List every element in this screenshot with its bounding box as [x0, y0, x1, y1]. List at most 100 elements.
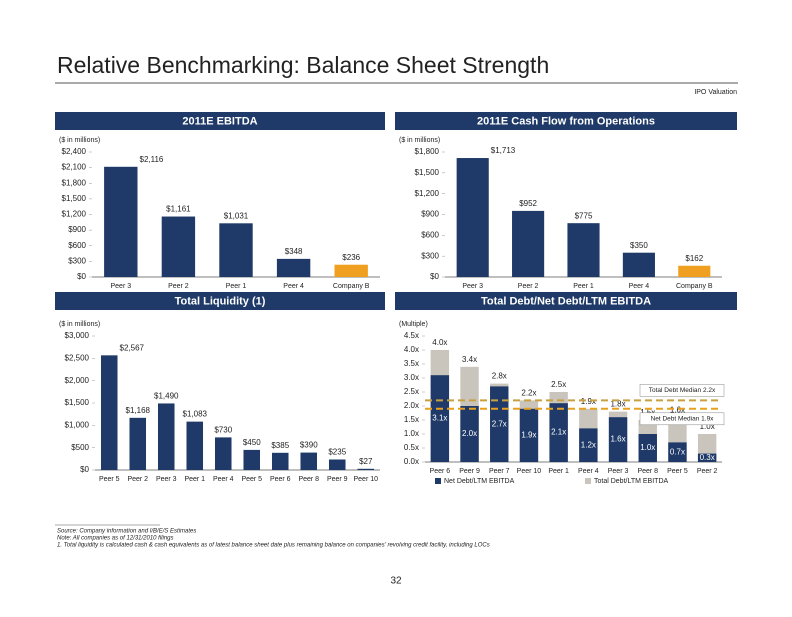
bar: [622, 252, 655, 277]
x-tick-label: Peer 8: [637, 468, 658, 475]
legend-swatch: [585, 478, 591, 484]
unit-label: ($ in millions): [59, 321, 100, 328]
x-tick-label: Peer 7: [489, 468, 510, 475]
x-tick-label: Peer 4: [283, 283, 304, 290]
value-label: 1.0x: [700, 422, 715, 431]
bar: [668, 442, 687, 462]
legend-swatch: [435, 478, 441, 484]
median-label-box: [639, 412, 725, 426]
y-tick-label: $0: [80, 465, 89, 474]
y-tick-label: $1,800: [62, 178, 87, 187]
median-label: Total Debt Median 2.2x: [649, 387, 716, 394]
x-tick-label: Peer 3: [462, 283, 483, 290]
value-label: 0.3x: [700, 453, 715, 462]
value-label: $236: [342, 253, 360, 262]
y-tick-label: $1,500: [415, 168, 440, 177]
value-label: 1.9x: [581, 397, 596, 406]
x-tick-label: Peer 2: [518, 283, 539, 290]
y-tick-label: $0: [77, 272, 86, 281]
legend-label: Total Debt/LTM EBITDA: [594, 478, 669, 485]
value-label: 1.2x: [581, 440, 596, 449]
y-tick-label: $500: [71, 443, 89, 452]
y-tick-label: 0.0x: [404, 457, 419, 466]
y-tick-label: $600: [68, 241, 86, 250]
bar: [161, 216, 196, 277]
x-tick-label: Peer 1: [548, 468, 569, 475]
value-label: 2.5x: [551, 380, 566, 389]
x-tick-label: Peer 8: [298, 476, 319, 483]
bar: [638, 434, 657, 462]
bar: [186, 421, 204, 470]
value-label: 1.9x: [521, 431, 536, 440]
bar: [276, 258, 311, 277]
chart-title: Total Liquidity (1): [175, 295, 266, 307]
median-label-box: [639, 384, 725, 397]
value-label: $162: [685, 254, 703, 263]
legend-label: Net Debt/LTM EBITDA: [444, 478, 515, 485]
footnote: 1. Total liquidity is calculated cash & …: [57, 543, 490, 549]
bar: [334, 264, 368, 277]
x-tick-label: Peer 6: [430, 468, 451, 475]
bar: [104, 166, 138, 277]
y-tick-label: $1,500: [62, 194, 87, 203]
x-tick-label: Peer 1: [573, 283, 594, 290]
y-tick-label: $1,200: [62, 210, 87, 219]
value-label: $450: [243, 438, 261, 447]
x-tick-label: Peer 10: [353, 476, 378, 483]
bar: [490, 386, 509, 462]
value-label: 3.1x: [432, 414, 447, 423]
x-tick-label: Peer 4: [578, 468, 599, 475]
x-tick-label: Peer 1: [184, 476, 205, 483]
value-label: $775: [575, 211, 593, 220]
x-tick-label: Peer 5: [667, 468, 688, 475]
chart-title: 2011E Cash Flow from Operations: [477, 115, 655, 127]
y-tick-label: $1,200: [415, 189, 440, 198]
value-label: 4.0x: [432, 338, 447, 347]
bar: [430, 375, 450, 462]
value-label: 0.7x: [670, 447, 685, 456]
value-label: $27: [359, 457, 373, 466]
x-tick-label: Peer 2: [697, 468, 718, 475]
value-label: 1.6x: [610, 435, 625, 444]
x-tick-label: Peer 5: [241, 476, 262, 483]
bar: [214, 437, 232, 470]
value-label: 1.0x: [640, 443, 655, 452]
x-tick-label: Peer 3: [156, 476, 177, 483]
y-tick-label: 2.0x: [404, 401, 419, 410]
y-tick-label: $300: [421, 251, 439, 260]
bar: [549, 403, 568, 462]
chart-title: Total Debt/Net Debt/LTM EBITDA: [481, 295, 651, 307]
value-label: $1,713: [491, 146, 516, 155]
bar: [328, 459, 346, 470]
y-tick-label: $900: [68, 225, 86, 234]
y-tick-label: $900: [421, 210, 439, 219]
chart-header: [395, 292, 737, 310]
median-label: Net Debt Median 1.9x: [651, 416, 715, 423]
y-tick-label: 2.5x: [404, 387, 419, 396]
x-tick-label: Peer 1: [226, 283, 247, 290]
bar: [697, 453, 717, 462]
value-label: 3.4x: [462, 355, 477, 364]
value-label: $350: [630, 241, 648, 250]
y-tick-label: $2,100: [62, 163, 87, 172]
y-tick-label: $1,800: [415, 147, 440, 156]
y-tick-label: $3,000: [65, 331, 90, 340]
bar: [512, 210, 545, 277]
chart-title: 2011E EBITDA: [182, 115, 257, 127]
x-tick-label: Peer 9: [459, 468, 480, 475]
value-label: 2.7x: [492, 419, 507, 428]
chart-header: [395, 112, 737, 130]
y-tick-label: 1.5x: [404, 415, 419, 424]
y-tick-label: 0.5x: [404, 443, 419, 452]
bar: [579, 428, 598, 462]
value-label: 2.8x: [492, 372, 507, 381]
y-tick-label: $0: [430, 272, 439, 281]
value-label: $235: [328, 448, 346, 457]
y-tick-label: $600: [421, 230, 439, 239]
bar: [271, 452, 289, 470]
y-tick-label: 4.0x: [404, 345, 419, 354]
footnote: Note: All companies as of 12/31/2010 fil…: [57, 536, 174, 542]
slide-title: Relative Benchmarking: Balance Sheet Str…: [57, 52, 549, 78]
x-tick-label: Peer 3: [110, 283, 131, 290]
